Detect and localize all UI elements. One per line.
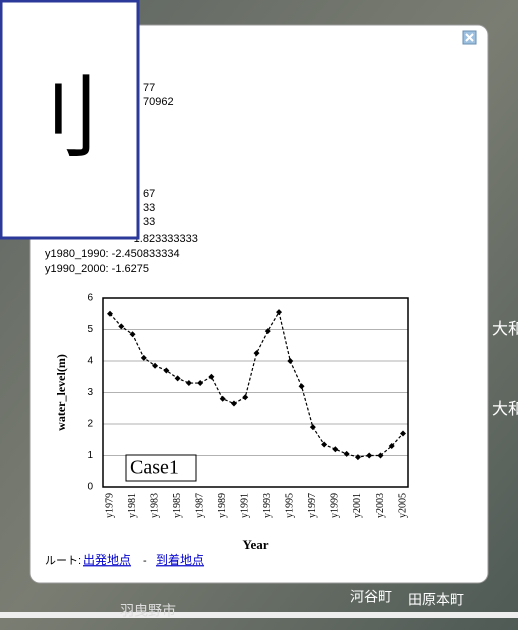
- x-axis-title: Year: [243, 537, 269, 552]
- popup-line: 67: [143, 188, 155, 200]
- x-tick-label: y1985: [172, 493, 183, 518]
- page: 河谷町 田原本町 羽曳野市 大和 大和 77 70962 67 33 33 -1…: [0, 0, 518, 630]
- y-axis-title: water_level(m): [54, 354, 68, 431]
- popup-line: 33: [143, 202, 155, 214]
- y-tick-label: 4: [87, 356, 93, 367]
- x-tick-label: y1987: [194, 493, 205, 518]
- x-tick-label: y1979: [104, 493, 115, 518]
- popup-line: -1.823333333: [130, 233, 198, 245]
- start-link[interactable]: 出発地点: [83, 553, 131, 567]
- y-tick-label: 2: [87, 419, 93, 430]
- y-tick-label: 1: [87, 450, 93, 461]
- overlay-glyph: 刂: [10, 69, 100, 169]
- map-label: 田原本町: [408, 592, 464, 608]
- screen: 河谷町 田原本町 羽曳野市 大和 大和 77 70962 67 33 33 -1…: [0, 0, 518, 630]
- x-tick-label: y1997: [307, 493, 318, 518]
- x-tick-label: y1989: [217, 493, 228, 518]
- y-tick-label: 3: [87, 387, 93, 398]
- annotation: Case1: [130, 457, 179, 479]
- popup-line: 70962: [143, 96, 174, 108]
- map-label: 羽曳野市: [120, 603, 176, 619]
- popup-line: 77: [143, 82, 155, 94]
- x-tick-label: y2001: [352, 493, 363, 518]
- y-tick-label: 6: [87, 293, 93, 304]
- map-label: 大和: [492, 400, 518, 418]
- popup-line: y1980_1990: -2.450833334: [45, 248, 180, 260]
- y-tick-label: 0: [87, 482, 93, 493]
- x-tick-label: y1993: [262, 493, 273, 518]
- x-tick-label: y1981: [127, 493, 138, 518]
- x-tick-label: y1995: [285, 493, 296, 518]
- x-tick-label: y1991: [240, 493, 251, 518]
- map-strip: [0, 612, 518, 618]
- end-link[interactable]: 到着地点: [156, 552, 204, 567]
- y-tick-label: 5: [87, 324, 93, 335]
- popup-line: y1990_2000: -1.6275: [45, 263, 149, 275]
- footer-prefix: ルート:: [45, 555, 81, 567]
- x-tick-label: y2005: [397, 493, 408, 518]
- x-tick-label: y1983: [149, 493, 160, 518]
- x-tick-label: y1999: [330, 493, 341, 518]
- map-label: 河谷町: [350, 589, 392, 605]
- footer-separator: -: [143, 555, 147, 567]
- map-label: 大和: [492, 320, 518, 338]
- close-button[interactable]: [463, 31, 476, 44]
- x-tick-label: y2003: [375, 493, 386, 518]
- popup-line: 33: [143, 216, 155, 228]
